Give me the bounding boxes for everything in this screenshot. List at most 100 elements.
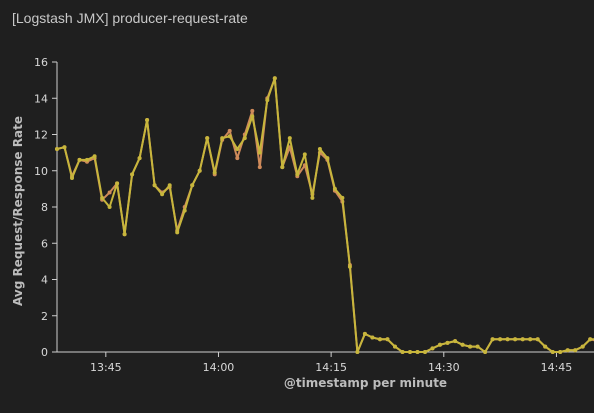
data-point — [145, 118, 150, 122]
data-point — [250, 108, 255, 113]
data-point — [347, 264, 352, 269]
data-point — [55, 147, 59, 151]
data-point — [235, 147, 240, 151]
data-point — [393, 344, 397, 349]
x-tick-label: 14:45 — [541, 361, 573, 374]
panel-title[interactable]: [Logstash JMX] producer-request-rate — [12, 10, 248, 26]
data-point — [227, 134, 232, 139]
y-tick-label: 16 — [34, 56, 48, 69]
data-point — [468, 344, 473, 349]
data-point — [310, 195, 315, 200]
data-point — [190, 183, 195, 188]
y-tick-label: 8 — [41, 201, 48, 214]
data-point — [257, 165, 262, 170]
data-point — [295, 172, 300, 177]
series-line — [56, 77, 594, 353]
data-point — [543, 344, 548, 349]
y-tick-label: 6 — [41, 237, 48, 250]
data-point — [475, 344, 480, 349]
data-point — [580, 344, 585, 349]
y-tick-label: 4 — [41, 274, 48, 287]
data-point — [588, 337, 593, 342]
x-tick-label: 14:00 — [203, 361, 235, 374]
data-point — [182, 208, 187, 213]
data-point — [400, 350, 405, 354]
y-tick-label: 0 — [41, 346, 48, 359]
data-point — [250, 114, 255, 119]
data-point — [460, 342, 465, 347]
y-axis-label: Avg Request/Response Rate — [11, 116, 25, 306]
data-point — [92, 154, 97, 159]
data-point — [107, 190, 112, 195]
y-tick-label: 12 — [34, 129, 48, 142]
data-point — [558, 350, 563, 354]
data-point — [438, 342, 442, 347]
data-point — [362, 331, 367, 336]
data-point — [130, 172, 135, 177]
data-point — [317, 147, 322, 151]
data-point — [212, 170, 217, 175]
data-point — [378, 337, 382, 342]
data-point — [430, 346, 435, 351]
y-tick-label: 10 — [34, 165, 48, 178]
data-point — [70, 176, 74, 180]
data-point — [287, 136, 292, 141]
data-point — [340, 195, 345, 200]
data-point — [445, 340, 450, 345]
chart-series-layer — [55, 76, 594, 354]
y-tick-label: 2 — [41, 310, 48, 323]
data-point — [423, 350, 427, 354]
data-point — [520, 337, 525, 342]
data-point — [115, 181, 120, 186]
x-axis-label: @timestamp per minute — [284, 376, 447, 390]
data-point — [227, 128, 232, 133]
chart-axes: 0 2 4 6 8 10 12 14 16 13:45 14:00 14:15 14:30 14:45 — [34, 56, 594, 374]
data-point — [257, 150, 262, 155]
data-point — [175, 230, 180, 235]
data-point — [62, 145, 67, 150]
data-point — [220, 136, 225, 141]
data-point — [325, 156, 330, 161]
data-point — [160, 192, 165, 197]
data-point — [107, 205, 112, 209]
data-point — [385, 337, 390, 342]
data-point — [137, 156, 142, 161]
data-point — [355, 350, 360, 354]
y-tick-label: 14 — [34, 92, 48, 105]
x-tick-label: 14:15 — [315, 361, 347, 374]
data-point — [573, 348, 578, 353]
x-tick-label: 13:45 — [90, 361, 122, 374]
data-point — [265, 98, 270, 103]
series-2 — [55, 76, 594, 354]
data-point — [152, 183, 157, 188]
data-point — [483, 350, 488, 354]
data-point — [490, 337, 495, 342]
data-point — [77, 157, 82, 162]
data-point — [535, 337, 540, 342]
data-point — [415, 350, 420, 354]
x-tick-label: 14:30 — [428, 361, 460, 374]
data-point — [453, 339, 458, 344]
data-point — [498, 337, 503, 342]
data-point — [100, 195, 105, 200]
series-line — [56, 77, 594, 353]
data-point — [513, 337, 518, 342]
data-point — [505, 337, 510, 342]
data-point — [197, 168, 202, 173]
data-point — [167, 183, 172, 188]
data-point — [370, 335, 375, 340]
data-point — [85, 157, 89, 162]
data-point — [332, 186, 337, 191]
data-point — [280, 165, 285, 170]
data-point — [122, 232, 127, 237]
series-1 — [55, 76, 594, 354]
data-point — [408, 350, 412, 354]
data-point — [528, 337, 533, 342]
data-point — [242, 136, 247, 141]
data-point — [302, 152, 307, 157]
data-point — [235, 156, 240, 161]
data-point — [565, 348, 570, 353]
data-point — [550, 350, 555, 354]
